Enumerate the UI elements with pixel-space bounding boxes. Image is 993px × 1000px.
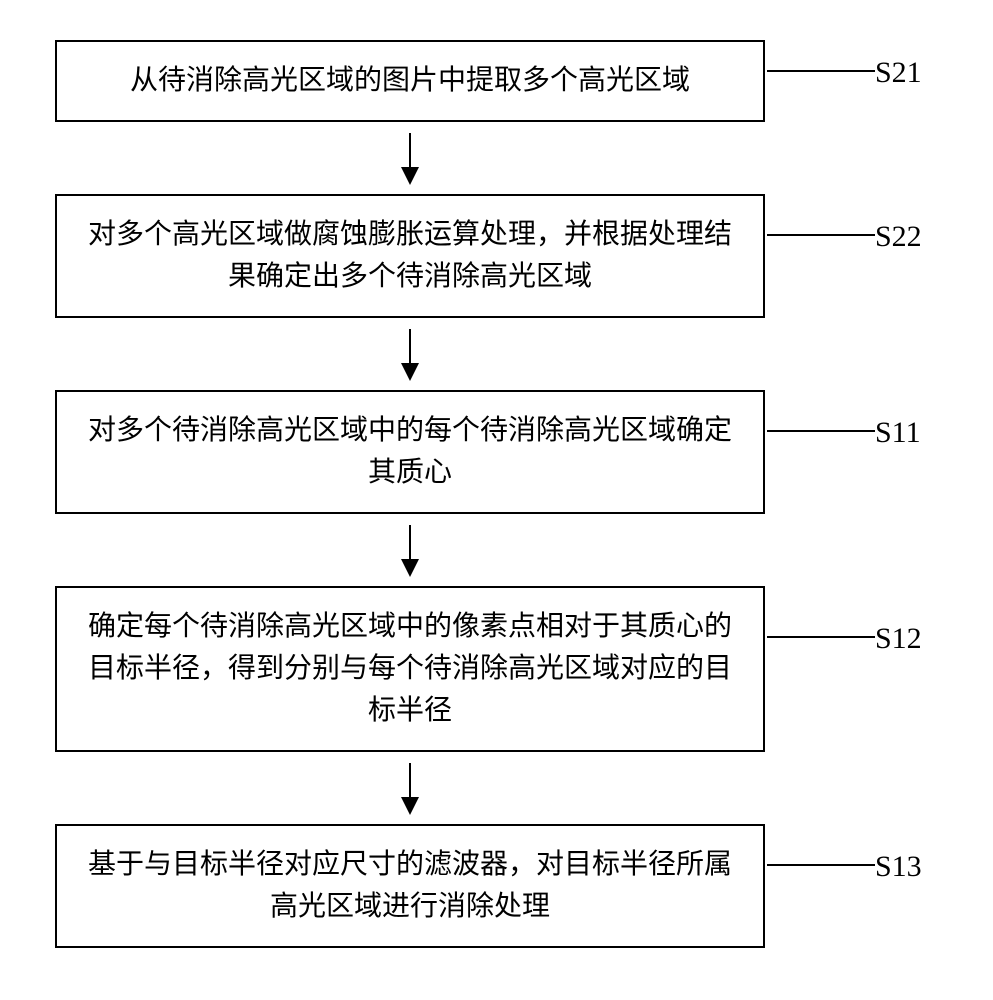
label-connector [767, 70, 875, 72]
step-label-s21: S21 [875, 56, 922, 90]
step-text: 从待消除高光区域的图片中提取多个高光区域 [130, 60, 690, 102]
label-connector [767, 636, 875, 638]
step-box-5: 基于与目标半径对应尺寸的滤波器，对目标半径所属高光区域进行消除处理 [55, 824, 765, 948]
arrow-3 [55, 514, 765, 586]
step-label-s11: S11 [875, 416, 921, 450]
step-box-1: 从待消除高光区域的图片中提取多个高光区域 [55, 40, 765, 122]
step-text: 确定每个待消除高光区域中的像素点相对于其质心的目标半径，得到分别与每个待消除高光… [77, 606, 743, 732]
step-text: 对多个高光区域做腐蚀膨胀运算处理，并根据处理结果确定出多个待消除高光区域 [77, 214, 743, 298]
arrow-4 [55, 752, 765, 824]
label-connector [767, 864, 875, 866]
step-row-1: 从待消除高光区域的图片中提取多个高光区域 S21 [55, 40, 805, 122]
step-label-s12: S12 [875, 622, 922, 656]
step-row-3: 对多个待消除高光区域中的每个待消除高光区域确定其质心 S11 [55, 390, 805, 514]
flowchart-container: 从待消除高光区域的图片中提取多个高光区域 S21 对多个高光区域做腐蚀膨胀运算处… [55, 40, 805, 948]
step-row-5: 基于与目标半径对应尺寸的滤波器，对目标半径所属高光区域进行消除处理 S13 [55, 824, 805, 948]
step-text: 对多个待消除高光区域中的每个待消除高光区域确定其质心 [77, 410, 743, 494]
step-row-4: 确定每个待消除高光区域中的像素点相对于其质心的目标半径，得到分别与每个待消除高光… [55, 586, 805, 752]
step-box-4: 确定每个待消除高光区域中的像素点相对于其质心的目标半径，得到分别与每个待消除高光… [55, 586, 765, 752]
arrow-2 [55, 318, 765, 390]
step-text: 基于与目标半径对应尺寸的滤波器，对目标半径所属高光区域进行消除处理 [77, 844, 743, 928]
label-connector [767, 234, 875, 236]
step-box-2: 对多个高光区域做腐蚀膨胀运算处理，并根据处理结果确定出多个待消除高光区域 [55, 194, 765, 318]
step-box-3: 对多个待消除高光区域中的每个待消除高光区域确定其质心 [55, 390, 765, 514]
step-row-2: 对多个高光区域做腐蚀膨胀运算处理，并根据处理结果确定出多个待消除高光区域 S22 [55, 194, 805, 318]
label-connector [767, 430, 875, 432]
arrow-1 [55, 122, 765, 194]
step-label-s22: S22 [875, 220, 922, 254]
step-label-s13: S13 [875, 850, 922, 884]
